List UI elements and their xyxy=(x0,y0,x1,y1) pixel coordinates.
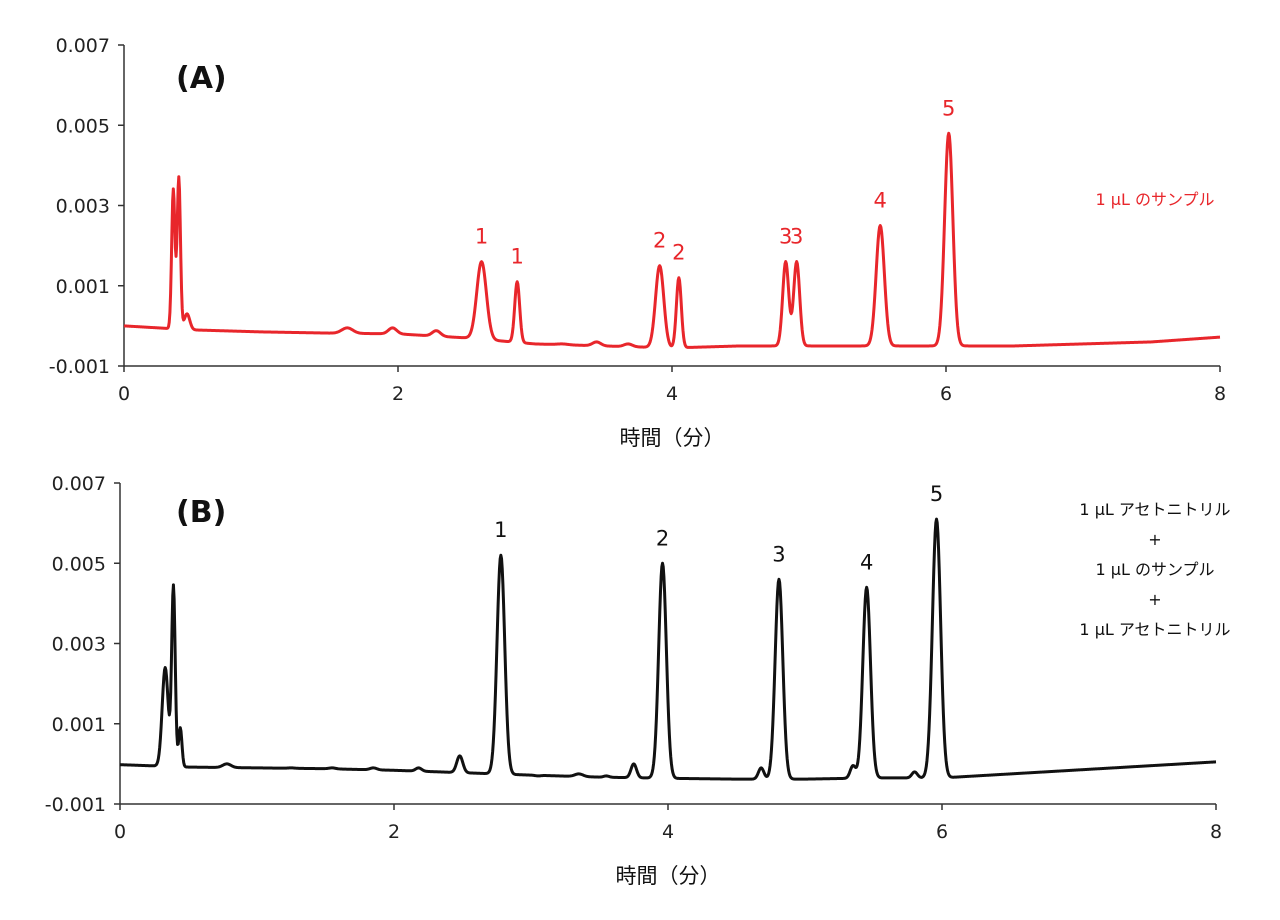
y-tick-label: 0.007 xyxy=(52,473,106,495)
sample-annotation: 1 µL アセトニトリル xyxy=(1079,620,1230,639)
x-tick-label: 6 xyxy=(936,821,948,843)
panel-label: (B) xyxy=(176,495,226,530)
sample-annotation: 1 µL のサンプル xyxy=(1096,190,1215,209)
y-tick-label: 0.001 xyxy=(56,276,110,298)
y-tick-label: -0.001 xyxy=(45,794,106,816)
x-tick-label: 4 xyxy=(666,383,678,405)
x-tick-label: 2 xyxy=(388,821,400,843)
panel-b: -0.001 0.001 0.003 0.005 0.007 0 2 4 6 8 時間（分） (B) 1… xyxy=(45,473,1231,888)
y-tick-label: -0.001 xyxy=(49,356,110,378)
peak-label: 3 xyxy=(772,542,785,566)
y-tick-label: 0.003 xyxy=(52,634,106,656)
peak-label: 5 xyxy=(930,482,943,506)
peak-label: 4 xyxy=(874,189,887,213)
sample-annotation: 1 µL のサンプル xyxy=(1096,560,1215,579)
peak-label: 2 xyxy=(672,241,685,265)
panel-a: -0.001 0.001 0.003 0.005 0.007 0 2 4 6 8 時間（分） (A) 1… xyxy=(49,35,1226,450)
x-axis-label: 時間（分） xyxy=(620,426,725,450)
sample-annotation: + xyxy=(1148,530,1161,549)
x-tick-label: 0 xyxy=(118,383,130,405)
x-tick-label: 0 xyxy=(114,821,126,843)
peak-label: 2 xyxy=(656,526,669,550)
peak-label: 5 xyxy=(942,96,955,120)
y-tick-label: 0.005 xyxy=(52,553,106,575)
peak-label: 1 xyxy=(475,225,488,249)
peak-label: 3 xyxy=(779,225,792,249)
y-tick-label: 0.007 xyxy=(56,35,110,57)
x-tick-label: 4 xyxy=(662,821,674,843)
y-tick-label: 0.005 xyxy=(56,115,110,137)
sample-annotation: + xyxy=(1148,590,1161,609)
x-tick-label: 2 xyxy=(392,383,404,405)
peak-label: 1 xyxy=(494,518,507,542)
x-axis-label: 時間（分） xyxy=(616,864,721,888)
peak-label: 4 xyxy=(860,550,873,574)
peak-label: 1 xyxy=(511,245,524,269)
panel-label: (A) xyxy=(176,61,227,96)
y-tick-label: 0.001 xyxy=(52,714,106,736)
x-tick-label: 6 xyxy=(940,383,952,405)
x-tick-label: 8 xyxy=(1214,383,1226,405)
peak-label: 3 xyxy=(790,225,803,249)
chromatogram-trace xyxy=(123,131,1221,349)
peak-label: 2 xyxy=(653,229,666,253)
sample-annotation: 1 µL アセトニトリル xyxy=(1079,500,1230,519)
chromatogram-trace xyxy=(119,517,1217,781)
x-tick-label: 8 xyxy=(1210,821,1222,843)
y-tick-label: 0.003 xyxy=(56,196,110,218)
